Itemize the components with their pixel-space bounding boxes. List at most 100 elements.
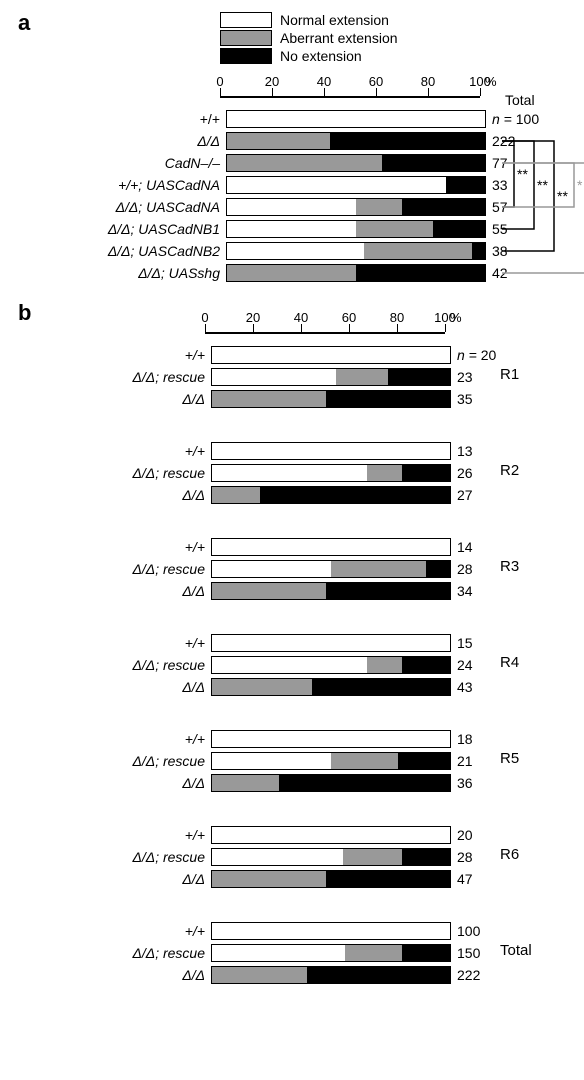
panel-b-group: +/+15Δ/Δ; rescue24Δ/Δ43R4: [70, 632, 496, 698]
stacked-bar: [226, 242, 486, 260]
stacked-bar: [211, 368, 451, 386]
n-value: 28: [451, 849, 487, 865]
stacked-bar: [211, 346, 451, 364]
bar-row: Δ/Δ; rescue28: [70, 846, 496, 868]
legend-row: Normal extension: [220, 12, 398, 28]
bar-segment: [364, 243, 472, 259]
panel-a-total-label: Total: [505, 92, 535, 108]
bar-segment: [212, 967, 307, 983]
axis-tick: [220, 88, 221, 96]
axis-tick-label: 100: [434, 310, 456, 325]
bar-segment: [326, 583, 450, 599]
panel-b-group: +/+14Δ/Δ; rescue28Δ/Δ34R3: [70, 536, 496, 602]
legend: Normal extension Aberrant extension No ext…: [220, 12, 398, 66]
bar-segment: [433, 221, 485, 237]
axis-tick-label: 80: [421, 74, 435, 89]
row-label: +/+: [70, 443, 211, 459]
bar-row: Δ/Δ222: [70, 964, 496, 986]
bar-segment: [212, 679, 312, 695]
panel-a-bars: +/+n = 100Δ/Δ222CadN–/–77+/+; UASCadNA33…: [70, 108, 539, 284]
stacked-bar: [211, 922, 451, 940]
row-label: Δ/Δ; UASshg: [70, 265, 226, 281]
n-value: 15: [451, 635, 487, 651]
n-value: 100: [451, 923, 487, 939]
row-label: Δ/Δ: [70, 583, 211, 599]
bar-segment: [227, 177, 446, 193]
row-label: Δ/Δ; rescue: [70, 753, 211, 769]
n-value: 34: [451, 583, 487, 599]
axis-tick-label: 40: [294, 310, 308, 325]
row-label: Δ/Δ; rescue: [70, 465, 211, 481]
bar-row: Δ/Δ47: [70, 868, 496, 890]
row-label: +/+: [70, 923, 211, 939]
n-value: 36: [451, 775, 487, 791]
row-label: +/+: [70, 539, 211, 555]
stacked-bar: [226, 176, 486, 194]
stacked-bar: [211, 390, 451, 408]
bar-segment: [227, 243, 364, 259]
legend-row: No extension: [220, 48, 398, 64]
bar-segment: [446, 177, 485, 193]
axis-tick-label: 100: [469, 74, 491, 89]
n-value: 26: [451, 465, 487, 481]
axis-tick-label: 40: [317, 74, 331, 89]
n-value: 28: [451, 561, 487, 577]
row-label: Δ/Δ; rescue: [70, 369, 211, 385]
sig-label: **: [557, 188, 568, 204]
bar-row: +/+15: [70, 632, 496, 654]
stacked-bar: [211, 730, 451, 748]
sig-bracket: [502, 141, 554, 251]
bar-segment: [212, 487, 260, 503]
panel-b-group: +/+20Δ/Δ; rescue28Δ/Δ47R6: [70, 824, 496, 890]
legend-label: Aberrant extension: [280, 30, 398, 46]
axis-tick: [205, 324, 206, 332]
stacked-bar: [211, 826, 451, 844]
row-label: +/+: [70, 827, 211, 843]
n-value: 27: [451, 487, 487, 503]
bar-row: Δ/Δ; rescue28: [70, 558, 496, 580]
bar-segment: [331, 561, 426, 577]
bar-segment: [426, 561, 450, 577]
sig-label: *: [577, 177, 583, 193]
bar-segment: [227, 265, 356, 281]
bar-segment: [260, 487, 450, 503]
n-value: 21: [451, 753, 487, 769]
row-label: +/+: [70, 347, 211, 363]
bar-segment: [212, 945, 345, 961]
bar-segment: [212, 775, 279, 791]
stacked-bar: [226, 220, 486, 238]
bar-row: +/+14: [70, 536, 496, 558]
panel-a-axis: % Total 020406080100: [220, 74, 480, 104]
group-label: Total: [500, 942, 532, 959]
axis-tick: [445, 324, 446, 332]
panel-b-group: +/+n = 20Δ/Δ; rescue23Δ/Δ35R1: [70, 344, 496, 410]
legend-swatch: [220, 12, 272, 28]
n-value: 13: [451, 443, 487, 459]
n-value: 24: [451, 657, 487, 673]
stacked-bar: [211, 486, 451, 504]
n-value: 23: [451, 369, 487, 385]
bar-row: Δ/Δ222: [70, 130, 539, 152]
stacked-bar: [211, 464, 451, 482]
bar-segment: [212, 465, 367, 481]
axis-tick-label: 0: [216, 74, 223, 89]
bar-segment: [402, 849, 450, 865]
bar-row: Δ/Δ43: [70, 676, 496, 698]
bar-row: +/+20: [70, 824, 496, 846]
axis-tick-label: 60: [369, 74, 383, 89]
panel-b-group: +/+13Δ/Δ; rescue26Δ/Δ27R2: [70, 440, 496, 506]
panel-b-group: +/+100Δ/Δ; rescue150Δ/Δ222Total: [70, 920, 496, 986]
row-label: CadN–/–: [70, 155, 226, 171]
bar-segment: [212, 827, 450, 843]
axis-tick-label: 20: [246, 310, 260, 325]
stacked-bar: [226, 154, 486, 172]
bar-segment: [472, 243, 485, 259]
n-value: 43: [451, 679, 487, 695]
bar-segment: [356, 221, 433, 237]
stacked-bar: [211, 870, 451, 888]
bar-row: Δ/Δ; rescue 26: [70, 462, 496, 484]
legend-label: No extension: [280, 48, 362, 64]
bar-row: Δ/Δ; rescue 23: [70, 366, 496, 388]
axis-tick: [397, 324, 398, 332]
row-label: Δ/Δ: [70, 133, 226, 149]
